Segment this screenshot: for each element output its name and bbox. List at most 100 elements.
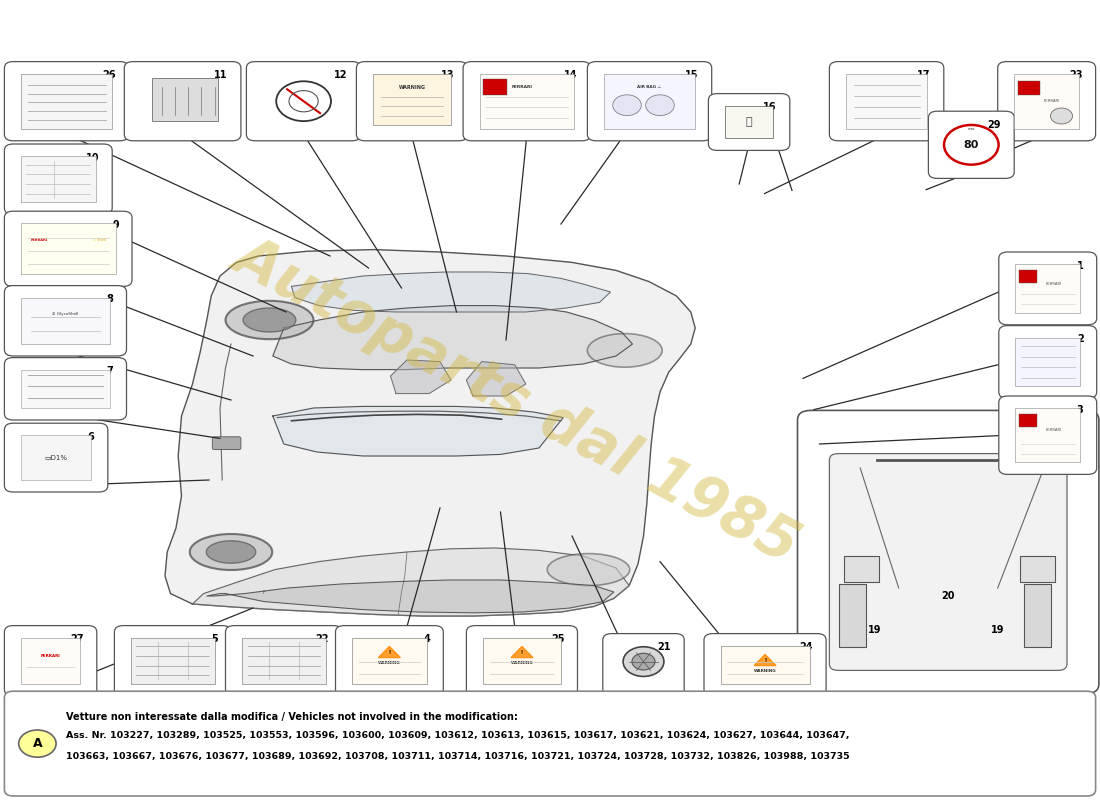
Ellipse shape: [587, 334, 662, 367]
FancyBboxPatch shape: [704, 634, 826, 696]
FancyBboxPatch shape: [242, 638, 326, 684]
FancyBboxPatch shape: [604, 74, 695, 129]
Text: Autoparts dal 1985: Autoparts dal 1985: [224, 226, 810, 574]
Text: 23: 23: [1069, 70, 1082, 81]
FancyBboxPatch shape: [21, 638, 80, 684]
FancyBboxPatch shape: [21, 74, 112, 129]
Ellipse shape: [189, 534, 273, 570]
Text: WARNING: WARNING: [510, 661, 534, 666]
Text: 6: 6: [88, 432, 95, 442]
Text: 19: 19: [868, 625, 881, 634]
Polygon shape: [755, 654, 777, 666]
Text: 22: 22: [316, 634, 329, 645]
Circle shape: [632, 654, 654, 670]
Circle shape: [276, 82, 331, 121]
FancyBboxPatch shape: [124, 62, 241, 141]
Polygon shape: [510, 646, 532, 658]
FancyBboxPatch shape: [603, 634, 684, 696]
Text: 5: 5: [211, 634, 218, 645]
FancyBboxPatch shape: [829, 62, 944, 141]
Text: 11: 11: [214, 70, 228, 81]
FancyBboxPatch shape: [1024, 584, 1050, 647]
Text: 1: 1: [1077, 261, 1084, 270]
FancyBboxPatch shape: [356, 62, 468, 141]
Text: 19: 19: [991, 625, 1004, 634]
Text: 14: 14: [564, 70, 578, 81]
Polygon shape: [207, 580, 614, 613]
Text: 20: 20: [942, 591, 955, 601]
FancyBboxPatch shape: [483, 79, 507, 95]
FancyBboxPatch shape: [1019, 414, 1037, 427]
Text: A: A: [33, 737, 42, 750]
Text: 25: 25: [551, 634, 564, 645]
Text: 24: 24: [800, 642, 813, 653]
Circle shape: [623, 646, 664, 677]
Text: 3: 3: [1077, 405, 1084, 414]
FancyBboxPatch shape: [4, 62, 129, 141]
Text: 4: 4: [424, 634, 430, 645]
Ellipse shape: [207, 541, 255, 563]
Text: 17: 17: [917, 70, 931, 81]
FancyBboxPatch shape: [21, 435, 91, 480]
FancyBboxPatch shape: [336, 626, 443, 696]
Text: FERRARI: FERRARI: [31, 238, 48, 242]
FancyBboxPatch shape: [4, 626, 97, 696]
Text: 7: 7: [107, 366, 113, 377]
FancyBboxPatch shape: [1019, 270, 1037, 283]
FancyBboxPatch shape: [4, 423, 108, 492]
FancyBboxPatch shape: [1015, 408, 1080, 462]
FancyBboxPatch shape: [839, 584, 866, 647]
FancyBboxPatch shape: [4, 144, 112, 214]
FancyBboxPatch shape: [999, 396, 1097, 474]
FancyBboxPatch shape: [114, 626, 231, 696]
FancyBboxPatch shape: [798, 410, 1099, 694]
FancyBboxPatch shape: [1018, 81, 1040, 95]
Text: FERRARI: FERRARI: [1045, 429, 1062, 432]
Circle shape: [944, 125, 999, 165]
Text: FERRARI: FERRARI: [512, 86, 532, 90]
Polygon shape: [192, 548, 629, 616]
Text: 29: 29: [988, 120, 1001, 130]
FancyBboxPatch shape: [725, 106, 773, 138]
FancyBboxPatch shape: [152, 78, 218, 121]
Text: 103663, 103667, 103676, 103677, 103689, 103692, 103708, 103711, 103714, 103716, : 103663, 103667, 103676, 103677, 103689, …: [66, 752, 849, 761]
Text: Vetture non interessate dalla modifica / Vehicles not involved in the modificati: Vetture non interessate dalla modifica /…: [66, 712, 518, 722]
FancyBboxPatch shape: [226, 626, 342, 696]
Text: 21: 21: [658, 642, 671, 653]
FancyBboxPatch shape: [1015, 338, 1080, 386]
Polygon shape: [292, 272, 610, 312]
Polygon shape: [273, 306, 632, 370]
Text: ⊙ GlycoShell: ⊙ GlycoShell: [53, 313, 78, 317]
Polygon shape: [466, 362, 526, 396]
FancyBboxPatch shape: [466, 626, 578, 696]
Ellipse shape: [548, 554, 629, 586]
FancyBboxPatch shape: [829, 454, 1067, 670]
Text: 26: 26: [102, 70, 116, 81]
Polygon shape: [273, 406, 563, 456]
FancyBboxPatch shape: [4, 358, 127, 420]
Text: 12: 12: [334, 70, 348, 81]
Text: F: F: [263, 590, 265, 594]
Circle shape: [19, 730, 56, 757]
FancyBboxPatch shape: [998, 62, 1096, 141]
FancyBboxPatch shape: [463, 62, 591, 141]
Polygon shape: [165, 250, 695, 616]
Text: ⛽: ⛽: [746, 117, 752, 127]
Text: 15: 15: [685, 70, 698, 81]
FancyBboxPatch shape: [4, 691, 1096, 796]
Polygon shape: [390, 360, 451, 394]
FancyBboxPatch shape: [999, 252, 1097, 325]
FancyBboxPatch shape: [999, 326, 1097, 398]
Text: ▭D1%: ▭D1%: [45, 454, 67, 461]
FancyBboxPatch shape: [1020, 556, 1055, 582]
Text: WARNING: WARNING: [398, 85, 426, 90]
Text: !: !: [388, 650, 390, 655]
Text: 2: 2: [1077, 334, 1084, 344]
Text: 8: 8: [107, 294, 113, 305]
FancyBboxPatch shape: [846, 74, 927, 129]
FancyBboxPatch shape: [483, 638, 561, 684]
FancyBboxPatch shape: [1015, 264, 1080, 313]
FancyBboxPatch shape: [708, 94, 790, 150]
Circle shape: [1050, 108, 1072, 124]
Text: 27: 27: [70, 634, 84, 645]
